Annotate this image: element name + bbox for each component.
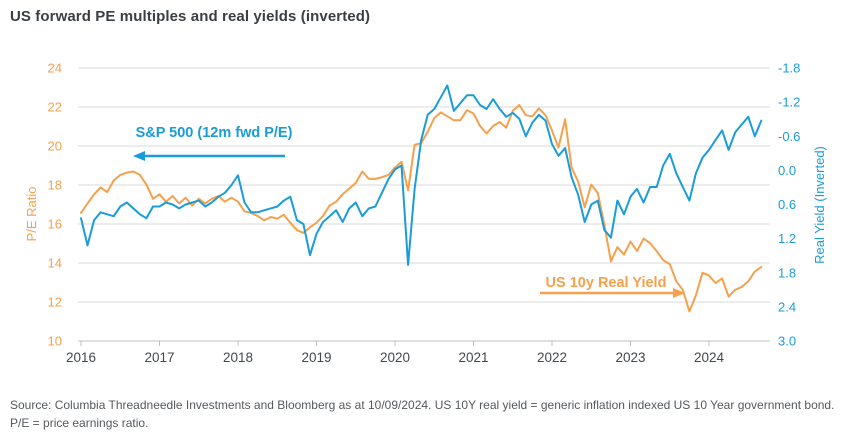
- x-tick-label: 2017: [144, 350, 174, 365]
- chart-canvas: 2016 2017 2018 2019 2020 2021 2022 2023 20242422…: [24, 61, 827, 366]
- left-tick-label: 16: [48, 217, 62, 232]
- left-axis-title: P/E Ratio: [24, 187, 39, 242]
- left-tick-label: 22: [48, 100, 62, 115]
- left-tick-label: 24: [48, 61, 62, 76]
- sp500-pe-line: [80, 84, 763, 266]
- left-tick-label: 20: [48, 139, 62, 154]
- arrow-left-icon: [133, 151, 145, 161]
- right-tick-label: -1.2: [778, 95, 800, 110]
- x-tick-label: 2022: [537, 350, 567, 365]
- x-tick-label: 2018: [223, 350, 253, 365]
- right-tick-label: 1.8: [778, 265, 796, 280]
- x-tick-label: 2024: [694, 350, 725, 365]
- left-tick-label: 18: [48, 178, 62, 193]
- right-tick-label: 2.4: [778, 299, 796, 314]
- left-tick-label: 14: [48, 256, 62, 271]
- right-tick-label: -0.6: [778, 129, 800, 144]
- series-annotation-label: S&P 500 (12m fwd P/E): [136, 125, 293, 141]
- x-tick-label: 2023: [615, 350, 645, 365]
- x-tick-label: 2021: [458, 350, 488, 365]
- series-annotation-label: US 10y Real Yield: [546, 275, 667, 291]
- x-tick-label: 2016: [66, 350, 96, 365]
- right-tick-label: 0.0: [778, 163, 796, 178]
- arrow-right-icon: [673, 288, 685, 298]
- right-tick-label: 3.0: [778, 334, 796, 349]
- source-note: Source: Columbia Threadneedle Investment…: [10, 398, 835, 430]
- right-tick-label: -1.8: [778, 61, 800, 76]
- right-tick-label: 1.2: [778, 231, 796, 246]
- x-tick-label: 2019: [301, 350, 331, 365]
- x-tick-label: 2020: [380, 350, 410, 365]
- right-tick-label: 0.6: [778, 197, 796, 212]
- left-tick-label: 10: [48, 334, 62, 349]
- left-tick-label: 12: [48, 295, 62, 310]
- right-axis-title: Real Yield (Inverted): [812, 146, 827, 264]
- chart-title: US forward PE multiples and real yields …: [10, 8, 371, 25]
